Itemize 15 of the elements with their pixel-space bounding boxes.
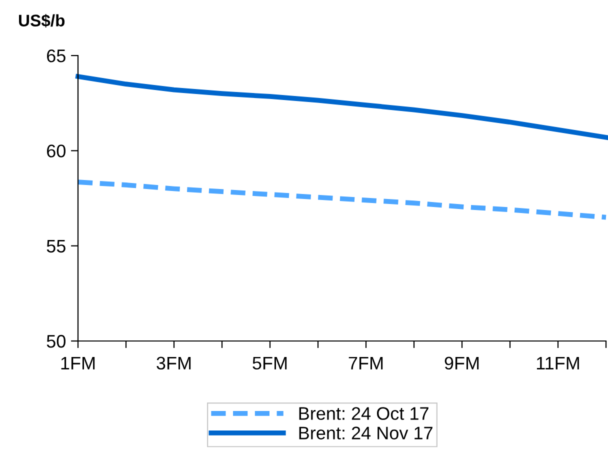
x-tick-label: 5FM xyxy=(252,356,287,370)
legend-label: Brent: 24 Nov 17 xyxy=(299,426,432,440)
x-tick-label: 1FM xyxy=(61,356,95,370)
y-tick-label: 65 xyxy=(47,49,66,62)
x-tick-label: 3FM xyxy=(156,356,191,370)
line-series xyxy=(76,74,608,140)
legend-label: Brent: 24 Oct 17 xyxy=(299,407,428,420)
x-tick-label: 11FM xyxy=(536,356,579,370)
x-tick-label: 7FM xyxy=(348,356,383,370)
y-axis-title: US$/b xyxy=(19,14,65,28)
line-series xyxy=(76,180,608,220)
x-tick-label: 9FM xyxy=(444,356,479,370)
y-tick-label: 50 xyxy=(46,334,66,348)
y-tick-label: 55 xyxy=(46,240,66,253)
y-tick-label: 60 xyxy=(47,144,66,158)
